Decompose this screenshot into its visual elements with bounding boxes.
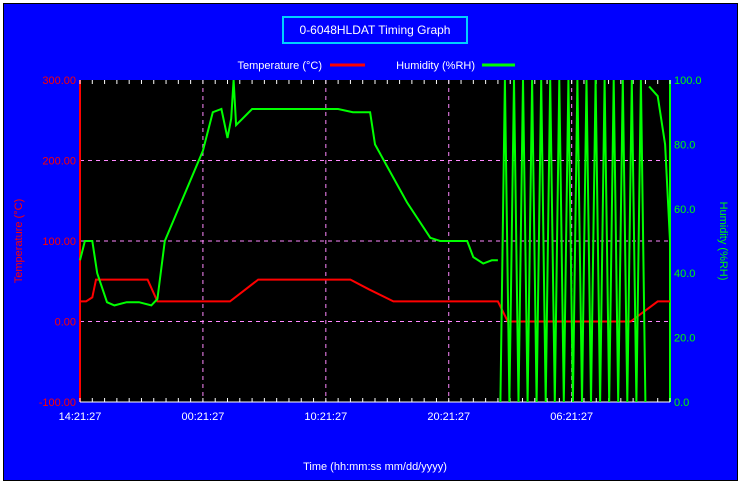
legend-humidity-label: Humidity (%RH) [396,60,475,72]
humidity-series-line [79,79,498,307]
x-tick-label: 06:21:27 [550,411,593,423]
y-left-tick-label: -100.00 [39,397,76,409]
series-layer [79,79,671,403]
x-tick-label: 20:21:27 [427,411,470,423]
humidity-oscillation [499,79,647,403]
y-left-tick-label: 200.00 [42,156,76,168]
y-right-tick-label: 20.0 [674,333,695,345]
x-tick-label: 10:21:27 [304,411,347,423]
x-tick-label: 14:21:27 [59,411,102,423]
y-left-tick-label: 300.00 [42,75,76,87]
y-axis-right-label: Humidity (%RH) [717,202,729,281]
y-left-tick-label: 100.00 [42,236,76,248]
y-right-tick-label: 80.0 [674,139,695,151]
y-right-tick-label: 100.0 [674,75,702,87]
x-axis-label: Time (hh:mm:ss mm/dd/yyyy) [303,461,447,473]
y-right-tick-label: 60.0 [674,204,695,216]
y-right-tick-label: 40.0 [674,268,695,280]
y-right-tick-label: 0.0 [674,397,689,409]
y-left-tick-label: 0.00 [55,317,76,329]
y-axis-left-label: Temperature (°C) [13,199,25,283]
chart-title: 0-6048HLDAT Timing Graph [282,16,468,44]
tick-labels: 14:21:27 00:21:27 10:21:27 20:21:27 06:21:27… [39,75,702,423]
humidity-tail [648,85,671,242]
legend: Temperature (°C) Humidity (%RH) [238,60,515,72]
axes [79,80,671,403]
legend-temperature-label: Temperature (°C) [238,60,322,72]
x-tick-label: 00:21:27 [182,411,225,423]
